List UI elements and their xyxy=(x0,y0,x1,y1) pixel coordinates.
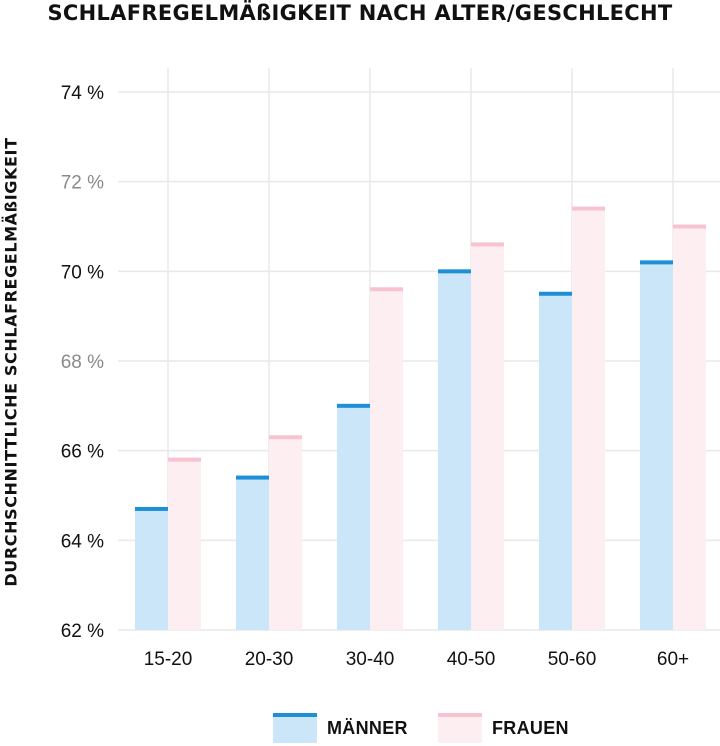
y-tick-label: 68 % xyxy=(61,352,104,373)
bar-maenner xyxy=(438,271,471,630)
bar-maenner xyxy=(640,262,673,630)
legend-item-frauen: FRAUEN xyxy=(438,713,569,743)
bar-top-frauen xyxy=(168,457,201,462)
x-tick-label: 60+ xyxy=(657,649,689,670)
bar-frauen xyxy=(572,208,605,631)
bar-maenner xyxy=(135,508,168,630)
chart-title: SCHLAFREGELMÄßIGKEIT NACH ALTER/GESCHLEC… xyxy=(47,1,673,25)
y-tick-label: 70 % xyxy=(61,262,104,283)
legend-label-maenner: MÄNNER xyxy=(327,717,408,738)
bar-top-maenner xyxy=(539,291,572,296)
legend-swatch-maenner xyxy=(273,713,317,743)
bar-maenner xyxy=(337,405,370,630)
bar-chart: 62 % 64 % 66 % 68 % 70 % 72 % 74 % 15-20 20-30 30… xyxy=(61,68,720,670)
bar-top-maenner xyxy=(438,269,471,274)
bar-frauen xyxy=(168,459,201,630)
legend-item-maenner: MÄNNER xyxy=(273,713,408,743)
bar-frauen xyxy=(370,289,403,630)
bar-maenner xyxy=(236,477,269,630)
bar-frauen xyxy=(471,244,504,630)
legend-label-frauen: FRAUEN xyxy=(492,717,569,738)
bar-top-frauen xyxy=(471,242,504,247)
legend-swatch-maenner-line xyxy=(273,713,317,717)
bar-top-maenner xyxy=(135,506,168,511)
bar-frauen xyxy=(673,226,706,630)
x-tick-label: 30-40 xyxy=(346,649,395,670)
y-tick-label: 62 % xyxy=(61,621,104,642)
y-tick-label: 64 % xyxy=(61,531,104,552)
x-tick-label: 40-50 xyxy=(447,649,496,670)
x-tick-label: 20-30 xyxy=(245,649,294,670)
bar-top-maenner xyxy=(236,475,269,480)
bar-top-frauen xyxy=(370,287,403,292)
y-tick-label: 74 % xyxy=(61,83,104,104)
bar-top-maenner xyxy=(337,403,370,408)
y-tick-label: 66 % xyxy=(61,442,104,463)
y-tick-label: 72 % xyxy=(61,173,104,194)
bar-maenner xyxy=(539,293,572,630)
bar-top-frauen xyxy=(269,435,302,440)
legend-swatch-frauen xyxy=(438,713,482,743)
x-tick-label: 50-60 xyxy=(548,649,597,670)
bar-top-frauen xyxy=(673,224,706,229)
bar-top-maenner xyxy=(640,260,673,265)
x-tick-label: 15-20 xyxy=(144,649,193,670)
bar-frauen xyxy=(269,437,302,630)
legend-swatch-frauen-line xyxy=(438,713,482,717)
bar-top-frauen xyxy=(572,206,605,211)
